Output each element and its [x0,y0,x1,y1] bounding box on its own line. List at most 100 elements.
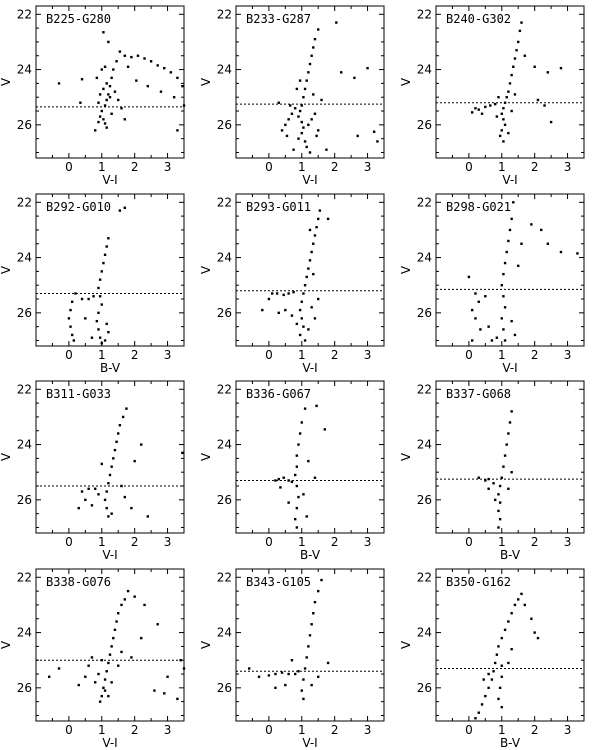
data-point [97,311,100,314]
data-point [300,131,303,135]
data-point [279,486,282,489]
data-point [133,594,136,598]
data-point [513,333,517,336]
data-point [502,272,505,275]
panel-title: B298-G021 [446,200,511,214]
plot-frame [35,193,185,346]
data-point [107,330,110,333]
data-point [308,633,312,637]
data-point [312,272,315,275]
data-point [112,636,115,639]
data-point [156,64,159,67]
x-axis-label: V-I [102,173,117,187]
data-point [313,316,317,320]
data-point [79,101,82,104]
data-point [310,683,313,686]
data-point [117,611,120,614]
x-tick-label: 2 [131,160,139,174]
cmd-plot: 0 1 2 3 22 24 26 V-I V B338-G076 [0,568,186,750]
data-point [102,261,105,264]
x-tick-label: 2 [531,160,539,174]
data-point [530,617,533,620]
x-tick-label: 3 [164,723,172,737]
data-point [325,148,328,151]
y-tick-label: 24 [17,63,32,77]
data-point [470,111,474,114]
y-tick-label: 22 [217,382,232,396]
y-tick-label: 24 [217,63,232,77]
data-point [113,448,117,452]
y-tick-label: 26 [17,493,32,507]
data-point [105,490,108,493]
data-point [497,96,500,99]
data-point [107,236,110,239]
data-point [294,517,297,521]
data-point [107,694,110,697]
data-point [517,597,520,601]
cmd-panel: 0 1 2 3 22 24 26 B-V V B350-G162 [400,563,600,750]
data-point [477,711,480,714]
data-point [90,336,94,339]
data-point [494,498,497,502]
x-tick-label: 0 [65,535,73,549]
data-point [105,126,108,129]
x-tick-label: 2 [131,535,139,549]
cmd-panel: 0 1 2 3 22 24 26 V-I V B311-G033 [0,375,200,563]
data-point [353,76,356,80]
data-point [536,636,540,639]
data-point [502,107,505,110]
x-tick-label: 0 [265,723,273,737]
data-point [102,118,105,121]
data-point [512,200,515,203]
data-point [302,96,305,99]
data-point [500,664,503,667]
data-point [120,484,123,488]
y-tick-label: 22 [17,570,32,584]
data-point [312,46,315,49]
y-axis-label: V [200,77,213,86]
data-point [318,208,322,212]
data-point [110,680,113,684]
data-point [169,71,173,74]
data-point [540,228,543,231]
data-point [307,327,310,331]
cmd-panel: 0 1 2 3 22 24 26 B-V V B336-G067 [200,375,400,563]
data-point [57,82,61,85]
data-point [498,134,502,138]
data-point [517,264,520,267]
data-point [512,65,515,68]
data-point [300,104,303,107]
x-tick-label: 3 [564,160,572,174]
y-tick-label: 24 [417,625,432,639]
data-point [307,266,310,270]
data-point [47,675,51,678]
data-point [102,87,105,91]
data-point [520,592,523,595]
plot-frame [435,568,585,721]
data-point [182,666,186,670]
data-point [287,291,290,295]
data-point [502,118,505,121]
data-point [313,112,317,115]
data-point [69,324,72,328]
data-point [503,454,507,457]
data-point [67,316,71,320]
data-point [487,672,490,675]
data-point [576,251,579,255]
y-tick-label: 26 [217,118,232,132]
y-tick-label: 22 [217,570,232,584]
data-point [261,308,264,311]
data-point [133,459,136,463]
data-point [520,21,523,24]
data-point [480,112,484,115]
y-axis-label: V [200,452,213,461]
data-point [295,322,299,325]
data-point [105,322,108,325]
data-point [305,515,308,518]
y-axis-label: V [400,77,413,86]
data-point [100,694,103,697]
data-point [87,664,90,667]
data-point [149,60,153,63]
data-point [290,313,294,317]
data-point [559,66,563,70]
